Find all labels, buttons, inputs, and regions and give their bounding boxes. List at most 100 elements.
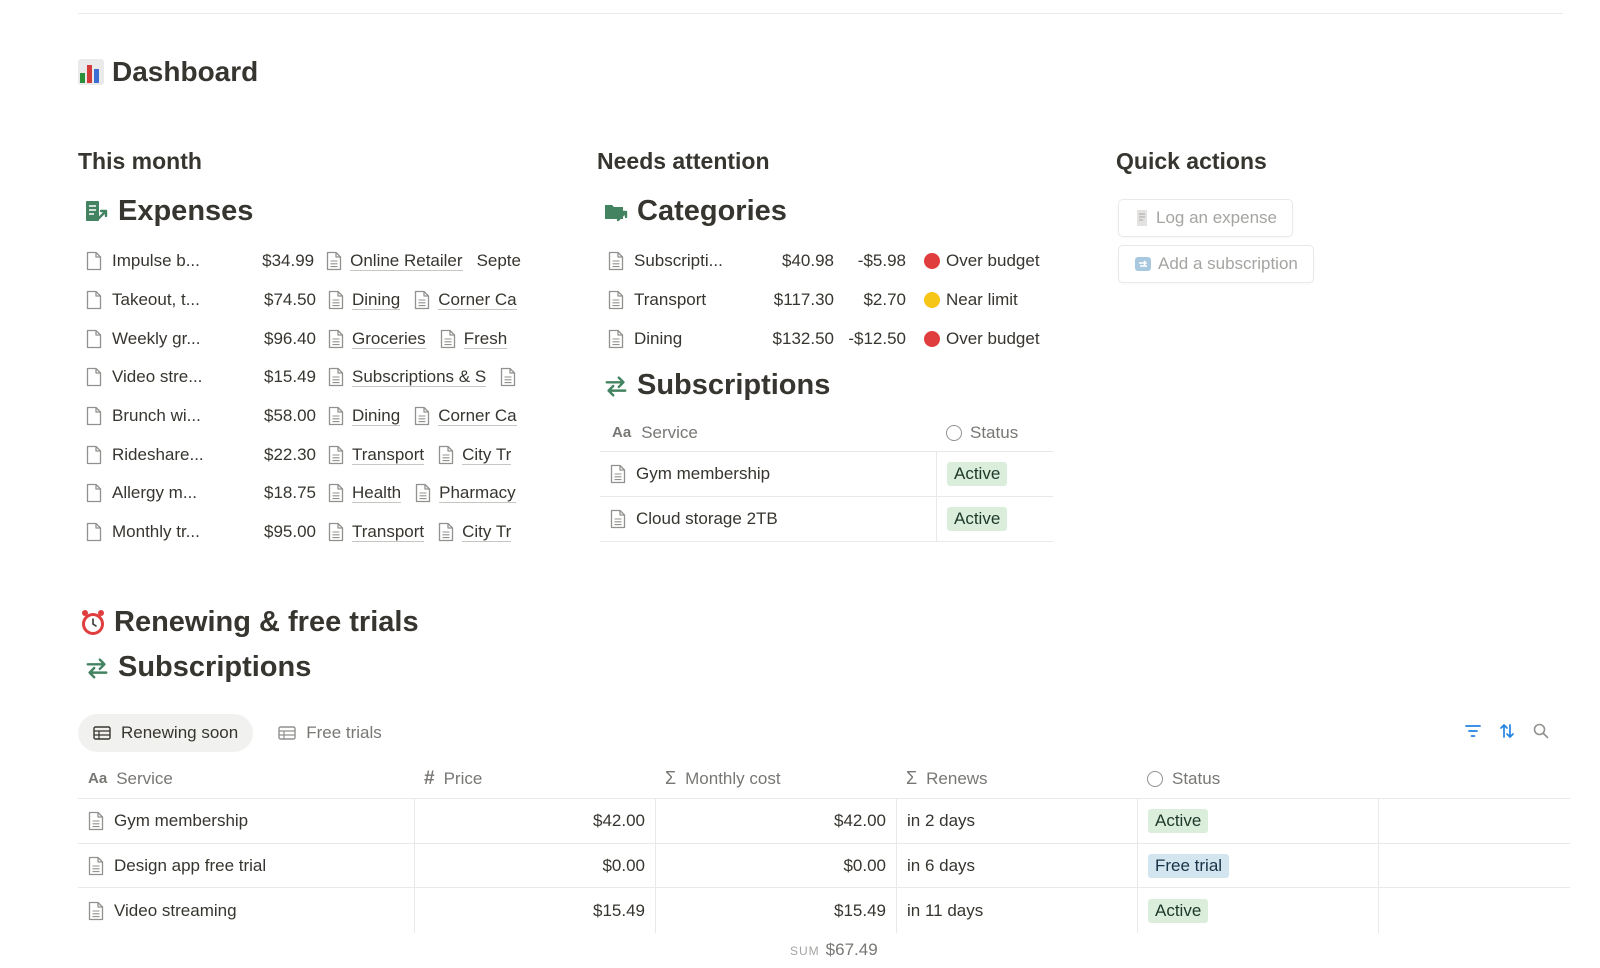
- expense-row[interactable]: Rideshare... $22.30 Transport City Tr: [86, 435, 521, 474]
- price-cell[interactable]: $42.00: [414, 799, 655, 843]
- table-row[interactable]: Gym membership Active: [600, 452, 1053, 497]
- status-tag[interactable]: Active: [947, 462, 1008, 486]
- header-status[interactable]: Status: [970, 422, 1019, 442]
- expense-merchant-link[interactable]: City Tr: [462, 522, 512, 543]
- expense-row[interactable]: Allergy m... $18.75 Health Pharmacy: [86, 474, 521, 513]
- monthly-cost-cell[interactable]: $0.00: [655, 843, 896, 888]
- renewing-subscriptions-db-title[interactable]: Subscriptions: [84, 651, 311, 684]
- monthly-cost-cell[interactable]: $42.00: [655, 799, 896, 843]
- category-row[interactable]: Subscripti... $40.98 -$5.98 Over budget: [608, 242, 1040, 281]
- header-renews[interactable]: Renews: [926, 768, 988, 788]
- status-tag[interactable]: Active: [947, 507, 1008, 531]
- expense-name[interactable]: Rideshare...: [112, 444, 204, 464]
- status-tag[interactable]: Active: [1148, 898, 1209, 923]
- header-service[interactable]: Service: [116, 768, 173, 788]
- category-name[interactable]: Subscripti...: [634, 251, 723, 271]
- page-icon: [328, 367, 344, 387]
- page-icon: [500, 367, 516, 387]
- header-monthly-cost[interactable]: Monthly cost: [685, 768, 781, 788]
- category-name[interactable]: Transport: [634, 290, 707, 310]
- categories-list: Subscripti... $40.98 -$5.98 Over budget …: [608, 242, 1040, 358]
- status-tag[interactable]: Free trial: [1148, 853, 1230, 878]
- status-type-icon: [946, 424, 962, 441]
- page-icon: [86, 251, 102, 271]
- expense-category-link[interactable]: Health: [352, 483, 402, 504]
- category-status: Over budget: [946, 328, 1040, 348]
- expense-category-link[interactable]: Transport: [352, 444, 425, 465]
- monthly-cost-sum[interactable]: SUM $67.49: [790, 940, 878, 960]
- search-icon[interactable]: [1532, 722, 1550, 740]
- arrows-swap-icon: [603, 373, 629, 399]
- price-cell[interactable]: $15.49: [414, 888, 655, 934]
- expense-name[interactable]: Monthly tr...: [112, 522, 200, 542]
- repeat-icon: [1135, 257, 1151, 271]
- expense-merchant-link[interactable]: Corner Ca: [438, 406, 517, 427]
- attention-subscriptions-db-title[interactable]: Subscriptions: [603, 369, 830, 402]
- category-row[interactable]: Transport $117.30 $2.70 Near limit: [608, 281, 1040, 320]
- expense-merchant-link[interactable]: Fresh: [463, 328, 508, 349]
- renews-cell[interactable]: in 11 days: [896, 888, 1137, 934]
- table-row[interactable]: Design app free trial $0.00 $0.00 in 6 d…: [78, 843, 1570, 889]
- renews-cell[interactable]: in 2 days: [896, 799, 1137, 843]
- expense-row[interactable]: Takeout, t... $74.50 Dining Corner Ca: [86, 281, 521, 320]
- expense-category-link[interactable]: Dining: [352, 290, 401, 311]
- expense-name[interactable]: Allergy m...: [112, 483, 198, 503]
- expense-row[interactable]: Video stre... $15.49 Subscriptions & S: [86, 358, 521, 397]
- header-service[interactable]: Service: [641, 422, 698, 442]
- category-remaining: -$12.50: [848, 328, 906, 348]
- service-name[interactable]: Design app free trial: [114, 855, 267, 875]
- category-status: Over budget: [946, 251, 1040, 271]
- table-header: Aa Service # Price Σ Monthly cost Σ Renews S…: [78, 759, 1570, 799]
- expense-category-link[interactable]: Subscriptions & S: [352, 367, 487, 388]
- expense-category-link[interactable]: Online Retailer: [350, 251, 463, 272]
- tab-free-trials-label: Free trials: [306, 723, 382, 742]
- add-subscription-button[interactable]: Add a subscription: [1118, 245, 1314, 283]
- tab-free-trials[interactable]: Free trials: [263, 714, 397, 752]
- expense-name[interactable]: Brunch wi...: [112, 406, 201, 426]
- renewing-section-title-text: Renewing & free trials: [114, 606, 419, 638]
- page-icon: [328, 329, 344, 349]
- expense-category-link[interactable]: Dining: [352, 406, 401, 427]
- status-tag[interactable]: Active: [1148, 808, 1209, 833]
- expense-merchant-link[interactable]: Corner Ca: [438, 290, 517, 311]
- expense-name[interactable]: Weekly gr...: [112, 328, 201, 348]
- table-row[interactable]: Cloud storage 2TB Active: [600, 497, 1053, 542]
- expense-category-link[interactable]: Transport: [352, 522, 425, 543]
- table-row[interactable]: Gym membership $42.00 $42.00 in 2 days A…: [78, 799, 1570, 844]
- category-name[interactable]: Dining: [634, 328, 683, 348]
- sort-icon[interactable]: [1498, 722, 1516, 740]
- filter-icon[interactable]: [1464, 722, 1482, 740]
- expense-merchant-link[interactable]: Pharmacy: [439, 483, 516, 504]
- expense-category-link[interactable]: Groceries: [352, 328, 426, 349]
- expense-extra: Septe: [476, 251, 521, 271]
- monthly-cost-cell[interactable]: $15.49: [655, 888, 896, 934]
- page-icon: [326, 251, 342, 271]
- tab-renewing-soon[interactable]: Renewing soon: [78, 714, 254, 752]
- page-icon: [86, 290, 102, 310]
- header-status[interactable]: Status: [1172, 768, 1221, 788]
- expenses-db-title[interactable]: Expenses: [84, 195, 253, 228]
- service-name[interactable]: Gym membership: [636, 464, 771, 483]
- expense-amount: $96.40: [264, 328, 316, 348]
- price-cell[interactable]: $0.00: [414, 843, 655, 888]
- expense-row[interactable]: Impulse b... $34.99 Online Retailer Sept…: [86, 242, 521, 281]
- renews-cell[interactable]: in 6 days: [896, 843, 1137, 888]
- table-row[interactable]: Video streaming $15.49 $15.49 in 11 days…: [78, 888, 1570, 934]
- page-icon: [88, 811, 104, 831]
- expense-name[interactable]: Takeout, t...: [112, 290, 200, 310]
- category-row[interactable]: Dining $132.50 -$12.50 Over budget: [608, 319, 1040, 358]
- red-circle-icon: [924, 330, 940, 347]
- expense-name[interactable]: Video stre...: [112, 367, 203, 387]
- service-name[interactable]: Video streaming: [114, 900, 237, 920]
- expense-row[interactable]: Monthly tr... $95.00 Transport City Tr: [86, 513, 521, 552]
- expense-row[interactable]: Weekly gr... $96.40 Groceries Fresh: [86, 319, 521, 358]
- log-expense-button[interactable]: Log an expense: [1118, 199, 1293, 237]
- header-price[interactable]: Price: [443, 768, 483, 788]
- expense-name[interactable]: Impulse b...: [112, 251, 200, 271]
- service-name[interactable]: Gym membership: [114, 810, 249, 830]
- page-icon: [86, 406, 102, 426]
- categories-db-title[interactable]: Categories: [603, 195, 787, 228]
- expense-merchant-link[interactable]: City Tr: [462, 444, 512, 465]
- expense-row[interactable]: Brunch wi... $58.00 Dining Corner Ca: [86, 397, 521, 436]
- service-name[interactable]: Cloud storage 2TB: [636, 509, 778, 528]
